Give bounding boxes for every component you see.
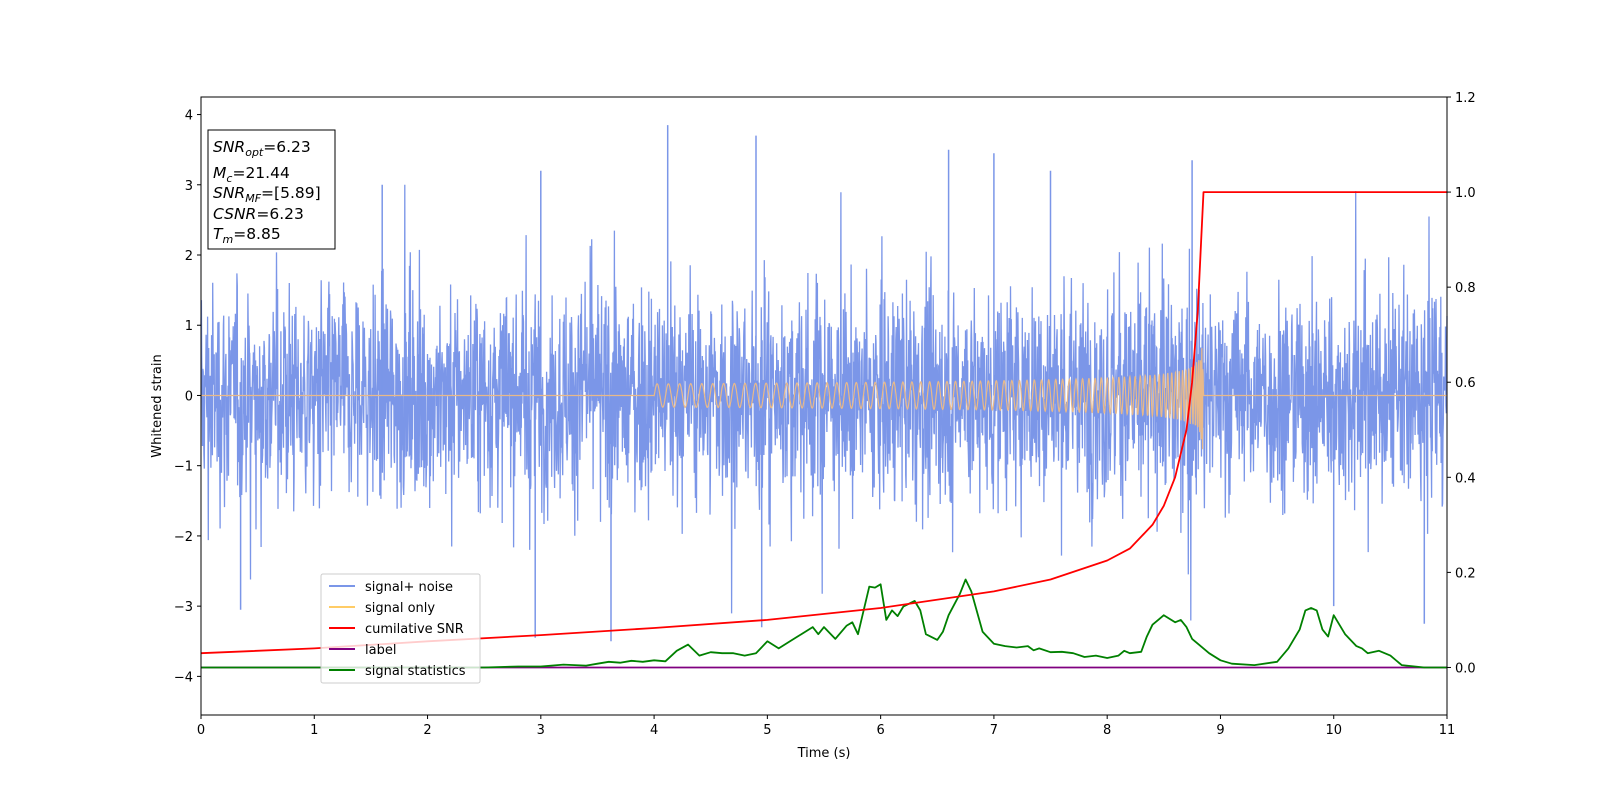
y2-tick-label: 0.2 <box>1455 566 1476 581</box>
x-tick-label: 8 <box>1103 723 1111 738</box>
y2-tick-label: 0.4 <box>1455 471 1476 486</box>
legend-label-label: label <box>365 643 396 658</box>
legend-label-signal-noise: signal+ noise <box>365 580 453 595</box>
x-tick-label: 3 <box>537 723 545 738</box>
legend-label-signal-only: signal only <box>365 601 435 616</box>
y2-tick-label: 0.8 <box>1455 281 1476 296</box>
x-tick-label: 11 <box>1439 723 1456 738</box>
annotation-tm: Tm=8.85 <box>213 225 281 246</box>
series-cumulative-snr <box>200 191 1447 655</box>
x-tick-label: 1 <box>310 723 318 738</box>
x-tick-label: 4 <box>650 723 658 738</box>
annotation-snr-opt: SNRopt=6.23 <box>213 138 311 159</box>
legend: signal+ noise signal only cumilative SNR… <box>320 573 481 684</box>
annotation-mc: Mc=21.44 <box>213 164 290 185</box>
y-tick-label: 4 <box>185 109 193 124</box>
annotation-snr-mf: SNRMF=[5.89] <box>213 184 321 205</box>
legend-label-cumulative-snr: cumilative SNR <box>365 622 464 637</box>
x-tick-label: 0 <box>197 723 205 738</box>
y2-tick-label: 1.0 <box>1455 186 1476 201</box>
x-axis-label: Time (s) <box>797 746 851 761</box>
y-tick-label: −1 <box>174 460 193 475</box>
y-axis-label: Whitened strain <box>150 354 165 457</box>
plot-frame <box>200 96 1448 716</box>
series-signal-noise <box>200 184 1448 621</box>
annotation-csnr: CSNR=6.23 <box>213 205 304 223</box>
y-tick-label: 3 <box>185 179 193 194</box>
y-tick-label: 2 <box>185 249 193 264</box>
axes-layer: 0 1 2 3 4 5 6 7 8 9 10 11 −4 −3 −2 −1 0 1 2 3 4 0.0 0.2 0.4 0.6 0… <box>174 91 1476 738</box>
y-tick-label: −4 <box>174 670 193 685</box>
x-tick-label: 2 <box>423 723 431 738</box>
series-signal-statistics <box>201 578 1447 669</box>
annotation-box: SNRopt=6.23 Mc=21.44 SNRMF=[5.89] CSNR=6… <box>207 129 336 250</box>
y-tick-label: 0 <box>185 389 193 404</box>
x-tick-label: 9 <box>1216 723 1224 738</box>
x-tick-label: 5 <box>763 723 771 738</box>
x-tick-label: 7 <box>990 723 998 738</box>
y2-tick-label: 1.2 <box>1455 91 1476 106</box>
legend-label-signal-statistics: signal statistics <box>365 664 466 679</box>
chirp-layer <box>201 348 1447 450</box>
y2-tick-label: 0.6 <box>1455 376 1476 391</box>
y-tick-label: −2 <box>174 530 193 545</box>
y-tick-label: −3 <box>174 600 193 615</box>
noise-layer <box>200 125 1448 642</box>
series-signal-only <box>201 348 1447 450</box>
x-tick-label: 10 <box>1325 723 1342 738</box>
x-tick-label: 6 <box>876 723 884 738</box>
series-signal-noise-peaks <box>239 125 1426 642</box>
y-tick-label: 1 <box>185 319 193 334</box>
y2-tick-label: 0.0 <box>1455 661 1476 676</box>
